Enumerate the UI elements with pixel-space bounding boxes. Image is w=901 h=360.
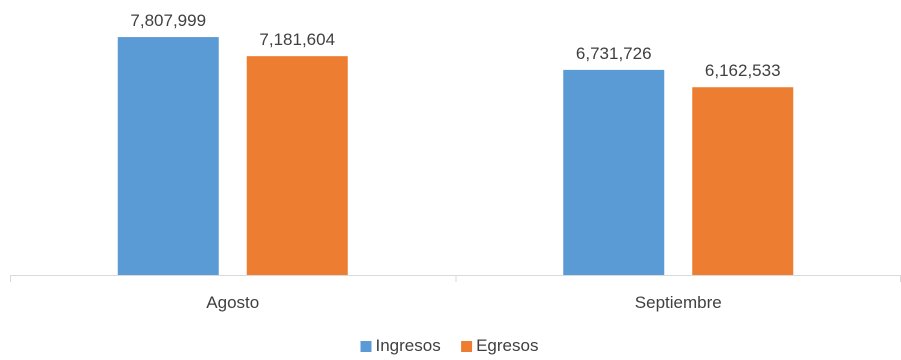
category-labels-group: Agosto Septiembre [206,293,721,312]
value-labels-group: 7,807,999 7,181,604 6,731,726 6,162,533 [130,11,780,80]
data-label-egresos-agosto: 7,181,604 [259,30,335,49]
bars-group [117,37,794,276]
legend-swatch-egresos [461,341,473,352]
legend-label-ingresos: Ingresos [376,336,441,355]
bar-ingresos-agosto [117,37,219,275]
bar-egresos-agosto [246,56,348,275]
bar-egresos-septiembre [692,87,794,275]
bar-ingresos-septiembre [563,69,665,276]
x-tick-label: Agosto [206,293,259,312]
legend: Ingresos Egresos [360,336,538,355]
x-axis-ticks [10,275,901,282]
legend-label-egresos: Egresos [476,336,538,355]
data-label-ingresos-agosto: 7,807,999 [130,11,206,30]
legend-swatch-ingresos [360,341,372,352]
data-label-egresos-septiembre: 6,162,533 [705,61,781,80]
data-label-ingresos-septiembre: 6,731,726 [576,44,652,63]
x-tick-label: Septiembre [635,293,722,312]
